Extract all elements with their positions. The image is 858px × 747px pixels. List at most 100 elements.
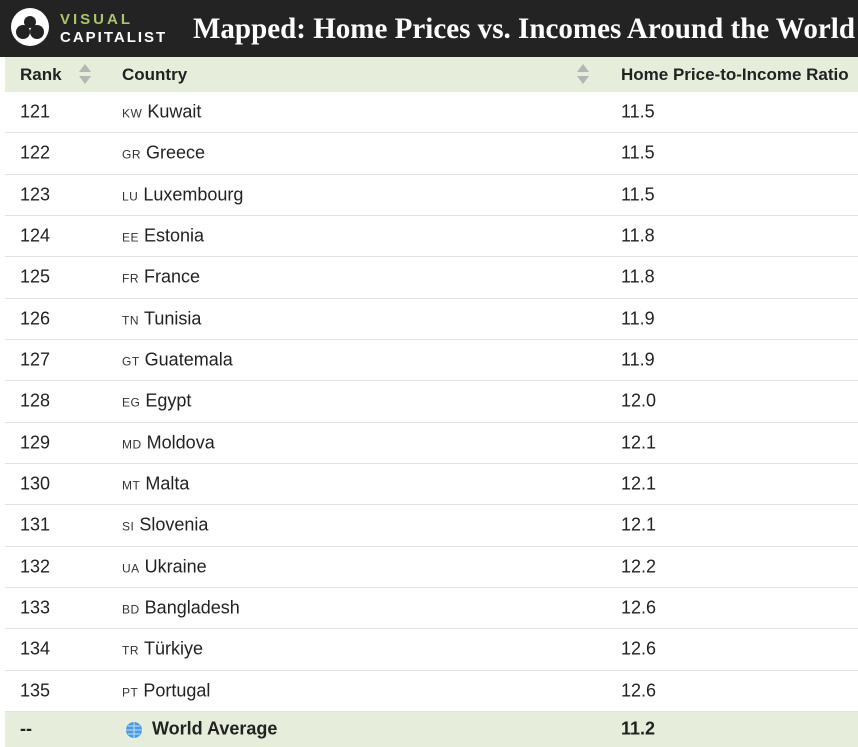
country: Ukraine [144,556,207,577]
ratio: 12.1 [621,432,657,453]
table-body: 121 KW Kuwait 11.5 122 GR Greece 11.5 123 LU Luxem… [5,92,858,712]
ratio: 11.8 [621,225,655,246]
rank: 121 [20,101,51,122]
country-cell: GT Guatemala [122,350,233,371]
country-code: SI [122,519,135,534]
column-header[interactable]: Country [122,64,188,84]
country-cell: KW Kuwait [122,102,201,123]
globe-icon [126,721,142,738]
rank: 131 [20,514,51,535]
country-cell: GR Greece [122,143,205,164]
column-header[interactable]: Home Price-to-Income Ratio [621,64,849,84]
country-code: BD [122,602,140,617]
country-cell: SI Slovenia [122,515,208,536]
ratio: 11.5 [621,142,655,163]
country-code: LU [122,189,139,204]
country: Portugal [143,680,211,701]
ratio: 12.6 [621,680,657,701]
row: 132 UA Ukraine 12.2 [5,547,858,588]
country-cell: BD Bangladesh [122,598,240,619]
header-row: Rank Country Home Price-to-Income Ratio [5,57,858,92]
rank: 134 [20,638,51,659]
row: 131 SI Slovenia 12.1 [5,505,858,547]
row: 127 GT Guatemala 11.9 [5,340,858,382]
country-code: FR [122,271,139,286]
country-code: EG [122,395,141,410]
column-header[interactable]: Rank [20,64,62,84]
rank: 130 [20,473,51,494]
row: 134 TR Türkiye 12.6 [5,629,858,671]
ratio: 11.2 [621,718,656,739]
country-cell: UA Ukraine [122,556,207,577]
country: Tunisia [144,308,202,329]
row: 133 BD Bangladesh 12.6 [5,588,858,630]
country-cell: TR Türkiye [122,639,203,660]
country-cell: PT Portugal [122,680,210,701]
rank: 123 [20,184,51,205]
country: Estonia [144,225,205,246]
country: France [144,266,201,287]
row: 125 FR France 11.8 [5,257,858,299]
ratio: 11.9 [621,308,655,329]
country: Luxembourg [143,184,244,205]
title: Mapped: Home Prices vs. Incomes Around t… [193,12,855,45]
rank: -- [20,718,32,739]
rank: 129 [20,432,51,453]
country: Greece [146,142,206,163]
country: World Average [152,718,278,739]
ratio: 11.9 [621,349,655,370]
ratio: 12.6 [621,597,657,618]
country: Guatemala [144,349,233,370]
ratio: 12.2 [621,556,657,577]
country-cell: MT Malta [122,474,189,495]
logo-line-1: VISUAL [60,11,133,28]
country-code: EE [122,230,140,245]
country-cell: FR France [122,267,200,288]
ratio: 12.6 [621,638,657,659]
row: 126 TN Tunisia 11.9 [5,299,858,340]
country: Malta [145,473,190,494]
row: 135 PT Portugal 12.6 [5,671,858,712]
ratio: 12.1 [621,514,657,535]
row: 130 MT Malta 12.1 [5,464,858,506]
sort-arrow[interactable] [77,60,93,88]
logo-line-2: CAPITALIST [60,29,167,46]
country: Moldova [146,432,215,453]
country-code: PT [122,685,139,700]
rank: 128 [20,390,51,411]
rank: 132 [20,556,51,577]
country-code: MD [122,437,142,452]
country-cell: LU Luxembourg [122,184,243,205]
country: Türkiye [144,638,204,659]
sort-arrow[interactable] [575,60,591,88]
rank: 135 [20,680,51,701]
country-code: TN [122,313,139,328]
table: Rank Country Home Price-to-Income Ratio … [5,57,858,747]
rank: 126 [20,308,51,329]
row: 123 LU Luxembourg 11.5 [5,175,858,216]
footer-row: -- World Average 11.2 [5,711,858,747]
country-cell: EE Estonia [122,226,204,247]
country-code: KW [122,106,143,121]
ratio: 12.0 [621,390,657,411]
logo-icon [11,8,49,46]
row: 128 EG Egypt 12.0 [5,381,858,423]
country: Kuwait [147,101,202,122]
header: VISUAL CAPITALIST Mapped: Home Prices vs… [0,0,858,57]
country-cell: TN Tunisia [122,308,201,329]
ratio: 11.5 [621,101,655,122]
country: Bangladesh [144,597,240,618]
ratio: 11.8 [621,266,655,287]
country: Egypt [145,390,192,411]
rank: 122 [20,142,51,163]
row: 122 GR Greece 11.5 [5,133,858,175]
country-code: MT [122,478,141,493]
country-cell: MD Moldova [122,432,215,453]
country: Slovenia [139,514,209,535]
row: 124 EE Estonia 11.8 [5,216,858,258]
country-code: GT [122,354,140,369]
rank: 125 [20,266,51,287]
rank: 133 [20,597,51,618]
country-code: UA [122,561,140,576]
